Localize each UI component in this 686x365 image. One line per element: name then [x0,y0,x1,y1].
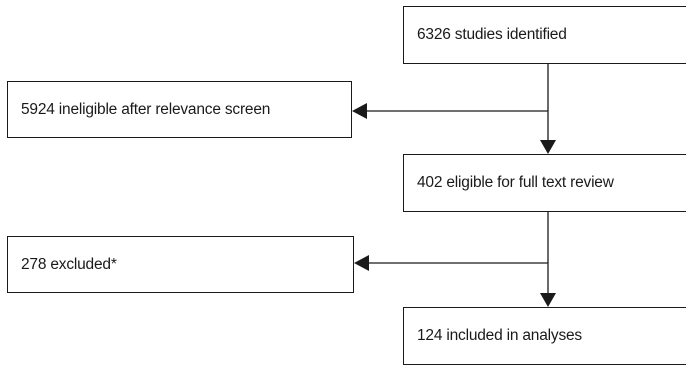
node-label: 278 excluded* [21,255,117,273]
arrowhead-down-eligible [540,140,556,154]
arrowhead-left-ineligible [352,103,367,119]
node-label: 124 included in analyses [417,327,582,344]
node-included-in-analyses: 124 included in analyses [403,307,686,365]
node-label: 5924 ineligible after relevance screen [21,100,271,118]
arrowhead-down-included [540,293,556,307]
node-label: 6326 studies identified [417,26,567,43]
node-eligible-full-text: 402 eligible for full text review [403,154,686,212]
node-label: 402 eligible for full text review [417,174,614,191]
node-studies-identified: 6326 studies identified [403,6,686,64]
node-excluded: 278 excluded* [7,236,354,293]
node-ineligible: 5924 ineligible after relevance screen [7,81,352,138]
arrowhead-left-excluded [354,255,369,271]
